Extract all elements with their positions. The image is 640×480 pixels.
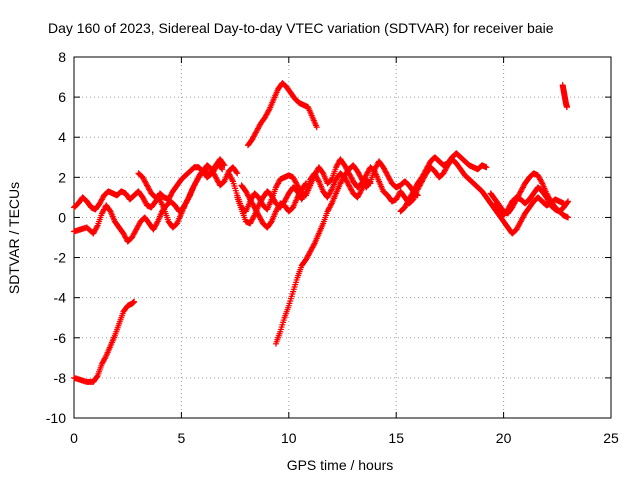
series-arc-high xyxy=(244,80,320,149)
series-arc-late-b xyxy=(397,150,490,215)
data-point xyxy=(154,219,161,226)
data-point xyxy=(563,104,570,111)
x-tick-label: 0 xyxy=(70,430,78,446)
x-tick-label: 10 xyxy=(281,430,297,446)
y-tick-label: 8 xyxy=(58,49,66,65)
y-tick-label: 6 xyxy=(58,89,66,105)
data-point xyxy=(564,199,571,206)
data-point xyxy=(328,201,335,208)
data-point xyxy=(315,177,322,184)
x-axis-label: GPS time / hours xyxy=(287,457,394,473)
data-point xyxy=(221,162,228,169)
data-point xyxy=(219,166,226,173)
plot-frame xyxy=(73,56,612,419)
x-tick-label: 20 xyxy=(496,430,512,446)
data-point xyxy=(220,161,227,168)
data-point xyxy=(538,179,545,186)
y-tick-label: -6 xyxy=(54,330,67,346)
data-point xyxy=(302,181,309,188)
series-arc-early-a xyxy=(71,156,228,213)
data-point xyxy=(229,177,236,184)
data-point xyxy=(131,298,138,305)
x-tick-label: 25 xyxy=(603,430,619,446)
y-tick-label: -4 xyxy=(54,290,67,306)
data-point xyxy=(310,241,317,248)
data-point xyxy=(302,180,309,187)
y-tick-label: -10 xyxy=(46,410,66,426)
series-arc-early-low xyxy=(71,298,138,385)
data-point xyxy=(233,169,240,176)
y-tick-label: -2 xyxy=(54,250,67,266)
y-axis-label: SDTVAR / TECUs xyxy=(6,182,22,294)
y-tick-label: 2 xyxy=(58,169,66,185)
chart-title: Day 160 of 2023, Sidereal Day-to-day VTE… xyxy=(48,20,554,36)
grid xyxy=(74,57,611,418)
axis-ticks xyxy=(73,56,612,419)
data-point xyxy=(93,373,100,380)
data-point xyxy=(93,223,100,230)
data-point xyxy=(250,213,257,220)
data-series xyxy=(71,80,572,385)
data-point xyxy=(328,187,335,194)
y-tick-label: -8 xyxy=(54,370,67,386)
x-tick-labels: 0 5 10 15 20 25 xyxy=(70,430,619,446)
y-tick-labels: -10 -8 -6 -4 -2 0 2 4 6 8 xyxy=(46,49,66,426)
data-point xyxy=(102,354,109,361)
data-point xyxy=(265,107,272,114)
series-arc-rising xyxy=(272,158,421,347)
y-tick-label: 4 xyxy=(58,129,66,145)
data-point xyxy=(186,193,193,200)
data-point xyxy=(358,187,365,194)
data-point xyxy=(218,165,225,172)
data-point xyxy=(565,214,572,221)
x-tick-label: 15 xyxy=(388,430,404,446)
series-arc-mid-c xyxy=(238,180,309,231)
series-arc-end-high xyxy=(559,82,570,111)
data-point xyxy=(234,170,241,177)
y-tick-label: 0 xyxy=(58,209,66,225)
data-point xyxy=(302,189,309,196)
x-tick-label: 5 xyxy=(178,430,186,446)
data-point xyxy=(483,164,490,171)
data-point xyxy=(366,179,373,186)
data-point xyxy=(565,198,572,205)
series-arc-late-d xyxy=(492,184,572,219)
data-point xyxy=(313,124,320,131)
